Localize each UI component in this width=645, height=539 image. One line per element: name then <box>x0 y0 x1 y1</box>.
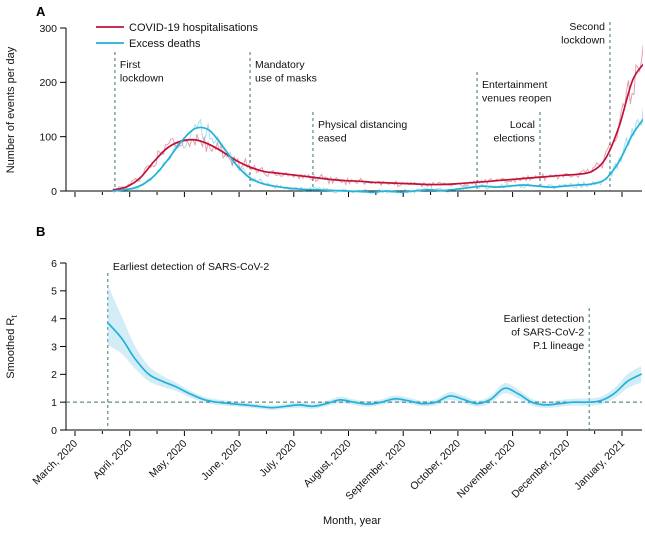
y-tick-label: 0 <box>51 425 57 437</box>
x-tick-label-april-2020: April, 2020 <box>91 438 135 482</box>
y-tick-label: 1 <box>51 397 57 409</box>
event-label-entertainment-venues-reopen: Entertainment <box>482 79 547 91</box>
x-tick-label-september-2020: September, 2020 <box>343 438 408 503</box>
panel-a-y-axis-title: Number of events per day <box>5 46 17 173</box>
legend: COVID-19 hospitalisations Excess deaths <box>96 22 259 50</box>
excess-deaths-smoothed-line <box>112 118 643 193</box>
x-tick-label-march-2020: March, 2020 <box>30 438 80 488</box>
y-tick-label: 5 <box>51 286 57 298</box>
y-tick-label: 100 <box>39 131 57 143</box>
x-tick-label-november-2020: November, 2020 <box>455 438 518 501</box>
event-label-earliest-detection-of-sars-cov-2-p-1-lineage: P.1 lineage <box>533 340 584 352</box>
x-axis-title: Month, year <box>323 515 381 527</box>
y-tick-label: 300 <box>39 23 57 35</box>
panel-b-y-axis-title-subscript: t <box>9 315 19 318</box>
x-tick-label-may-2020: May, 2020 <box>147 438 190 481</box>
x-tick-label-june-2020: June, 2020 <box>199 438 244 483</box>
panel-b-y-axis-title: Smoothed Rt <box>5 315 19 379</box>
legend-label-hospitalisations: COVID-19 hospitalisations <box>129 22 259 34</box>
y-tick-label: 0 <box>51 186 57 198</box>
event-label-physical-distancing-eased: Physical distancing <box>318 119 407 131</box>
legend-label-excess-deaths: Excess deaths <box>129 38 201 50</box>
event-label-earliest-detection-of-sars-cov-2-p-1-lineage: of SARS-CoV-2 <box>511 327 584 339</box>
y-tick-label: 2 <box>51 369 57 381</box>
rt-smoothed-line <box>106 321 642 409</box>
covid-19-hospitalisations-smoothed-line <box>112 63 643 191</box>
panel-b-label: B <box>36 224 45 239</box>
event-label-second-lockdown: Second <box>569 21 605 33</box>
x-tick-label-august-2020: August, 2020 <box>301 438 353 490</box>
event-label-entertainment-venues-reopen: venues reopen <box>482 93 552 105</box>
event-label-mandatory-use-of-masks: use of masks <box>255 73 317 85</box>
panel-b-y-axis-title-main: Smoothed R <box>5 318 17 379</box>
panel-a: 0 100 200 300 First lockdown Mandatory use of m… <box>39 21 643 198</box>
x-tick-label-july-2020: July, 2020 <box>257 438 299 480</box>
x-tick-label-january-2021: January, 2021 <box>572 438 627 493</box>
event-label-local-elections: elections <box>493 133 534 145</box>
event-label-first-lockdown: lockdown <box>120 73 164 85</box>
event-label-earliest-detection-of-sars-cov-2: Earliest detection of SARS-CoV-2 <box>113 261 270 273</box>
event-label-second-lockdown: lockdown <box>561 35 605 47</box>
panel-b: 0 1 2 3 4 5 6 Earliest detection of SARS-CoV-2 E… <box>30 258 642 503</box>
y-tick-label: 200 <box>39 77 57 89</box>
panel-a-label: A <box>36 4 46 19</box>
x-tick-label-december-2020: December, 2020 <box>509 438 572 501</box>
event-label-mandatory-use-of-masks: Mandatory <box>255 59 305 71</box>
excess-deaths-raw-line <box>112 107 643 195</box>
y-tick-label: 4 <box>51 313 57 325</box>
y-tick-label: 3 <box>51 341 57 353</box>
y-tick-label: 6 <box>51 258 57 270</box>
x-tick-label-october-2020: October, 2020 <box>408 438 463 493</box>
event-label-physical-distancing-eased: eased <box>318 133 347 145</box>
event-label-first-lockdown: First <box>120 59 140 71</box>
event-label-local-elections: Local <box>510 119 535 131</box>
event-label-earliest-detection-of-sars-cov-2-p-1-lineage: Earliest detection <box>504 313 585 325</box>
